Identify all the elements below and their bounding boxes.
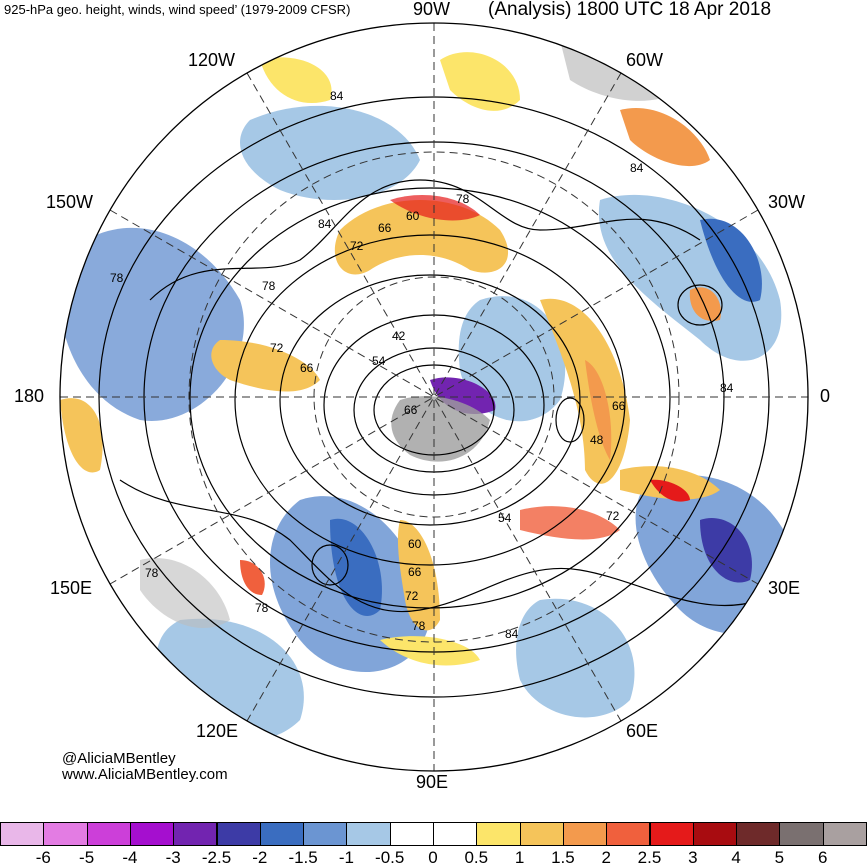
colorbar-tick-label: 4 <box>731 848 741 867</box>
colorbar-tick-label: -2 <box>252 848 268 867</box>
colorbar-box <box>433 822 478 846</box>
lon-label-150e: 150E <box>50 578 93 598</box>
colorbar-tick-label: 0.5 <box>464 848 489 867</box>
contour-label: 78 <box>145 566 159 580</box>
chart-title-variables: 925-hPa geo. height, winds, wind speed’ … <box>4 2 351 17</box>
colorbar-tick-label: 5 <box>774 848 785 867</box>
colorbar-tick-label: -1 <box>338 848 354 867</box>
contour-label: 84 <box>630 161 644 175</box>
colorbar-box <box>389 822 434 846</box>
colorbar-tick-label: 6 <box>817 848 828 867</box>
colorbar-tick-label: 1.5 <box>551 848 575 867</box>
lon-label-90e: 90E <box>416 772 449 792</box>
polar-map: 84 84 84 84 84 78 78 78 78 78 78 72 72 7… <box>59 22 809 772</box>
contour-label: 66 <box>404 403 418 417</box>
contour-label: 66 <box>378 221 392 235</box>
colorbar-box <box>43 822 88 846</box>
colorbar-box <box>173 822 218 846</box>
colorbar-box <box>606 822 651 846</box>
lon-label-30e: 30E <box>768 578 801 598</box>
contour-label: 48 <box>590 433 604 447</box>
lon-label-120w: 120W <box>188 50 236 70</box>
colorbar-tick-label: -5 <box>79 848 95 867</box>
lon-label-60w: 60W <box>626 50 664 70</box>
colorbar-box <box>86 822 131 846</box>
colorbar-tick-label: -0.5 <box>375 848 405 867</box>
contour-label: 84 <box>505 627 519 641</box>
colorbar-box <box>346 822 391 846</box>
colorbar-box <box>303 822 348 846</box>
lon-label-90w: 90W <box>413 0 451 19</box>
colorbar-box <box>562 822 608 846</box>
wind-speed-anomaly-shading <box>60 38 800 742</box>
lon-label-0: 0 <box>820 386 831 406</box>
contour-labels: 84 84 84 84 84 78 78 78 78 78 78 72 72 7… <box>110 89 734 641</box>
colorbar-tick-label: -2.5 <box>201 848 232 867</box>
contour-label: 42 <box>392 329 406 343</box>
colorbar-box <box>216 822 261 846</box>
lon-label-30w: 30W <box>768 192 806 212</box>
lon-label-120e: 120E <box>196 721 239 741</box>
colorbar-tick-label: 2 <box>601 848 611 867</box>
lon-label-60e: 60E <box>626 721 659 741</box>
credit-website: www.AliciaMBentley.com <box>62 766 228 783</box>
map-boundary <box>59 22 809 772</box>
colorbar-tick-label: 0 <box>428 848 438 867</box>
credit-handle: @AliciaMBentley <box>62 750 176 767</box>
contour-label: 84 <box>330 89 344 103</box>
lat-lon-grid <box>60 23 808 771</box>
colorbar-tick-label: -1.5 <box>288 848 318 867</box>
colorbar-box <box>476 822 521 846</box>
lon-label-180: 180 <box>14 386 45 406</box>
contour-label: 78 <box>255 601 269 615</box>
colorbar-box <box>736 822 781 846</box>
contour-label: 78 <box>110 271 124 285</box>
colorbar-box <box>259 822 305 846</box>
lon-label-150w: 150W <box>46 192 94 212</box>
contour-label: 72 <box>405 589 419 603</box>
colorbar-box <box>519 822 564 846</box>
contour-label: 60 <box>408 537 422 551</box>
colorbar-box <box>822 822 867 846</box>
contour-label: 72 <box>606 509 620 523</box>
contour-label: 84 <box>318 217 332 231</box>
contour-label: 78 <box>456 192 470 206</box>
contour-label: 66 <box>408 565 422 579</box>
colorbar-tick-label: 1 <box>514 848 525 867</box>
colorbar-box <box>692 822 738 846</box>
colorbar-box <box>779 822 824 846</box>
contour-label: 78 <box>412 619 426 633</box>
colorbar-tick-label: -3 <box>165 848 181 867</box>
contour-label: 66 <box>300 361 314 375</box>
contour-label: 78 <box>262 279 276 293</box>
contour-label: 60 <box>406 209 420 223</box>
colorbar-box <box>649 822 694 846</box>
colorbar-tick-label: 2.5 <box>637 848 662 867</box>
colorbar-box <box>129 822 175 846</box>
contour-label: 54 <box>498 511 512 525</box>
colorbar-tick-label: -4 <box>122 848 138 867</box>
contour-label: 72 <box>270 341 284 355</box>
chart-title-valid-time: (Analysis) 1800 UTC 18 Apr 2018 <box>488 0 772 20</box>
colorbar-tick-label: -6 <box>35 848 51 867</box>
contour-label: 84 <box>720 381 734 395</box>
contour-label: 72 <box>350 239 364 253</box>
contour-label: 66 <box>612 399 626 413</box>
contour-label: 54 <box>372 354 386 368</box>
colorbar-tick-label: 3 <box>688 848 698 867</box>
colorbar-box <box>0 822 45 846</box>
